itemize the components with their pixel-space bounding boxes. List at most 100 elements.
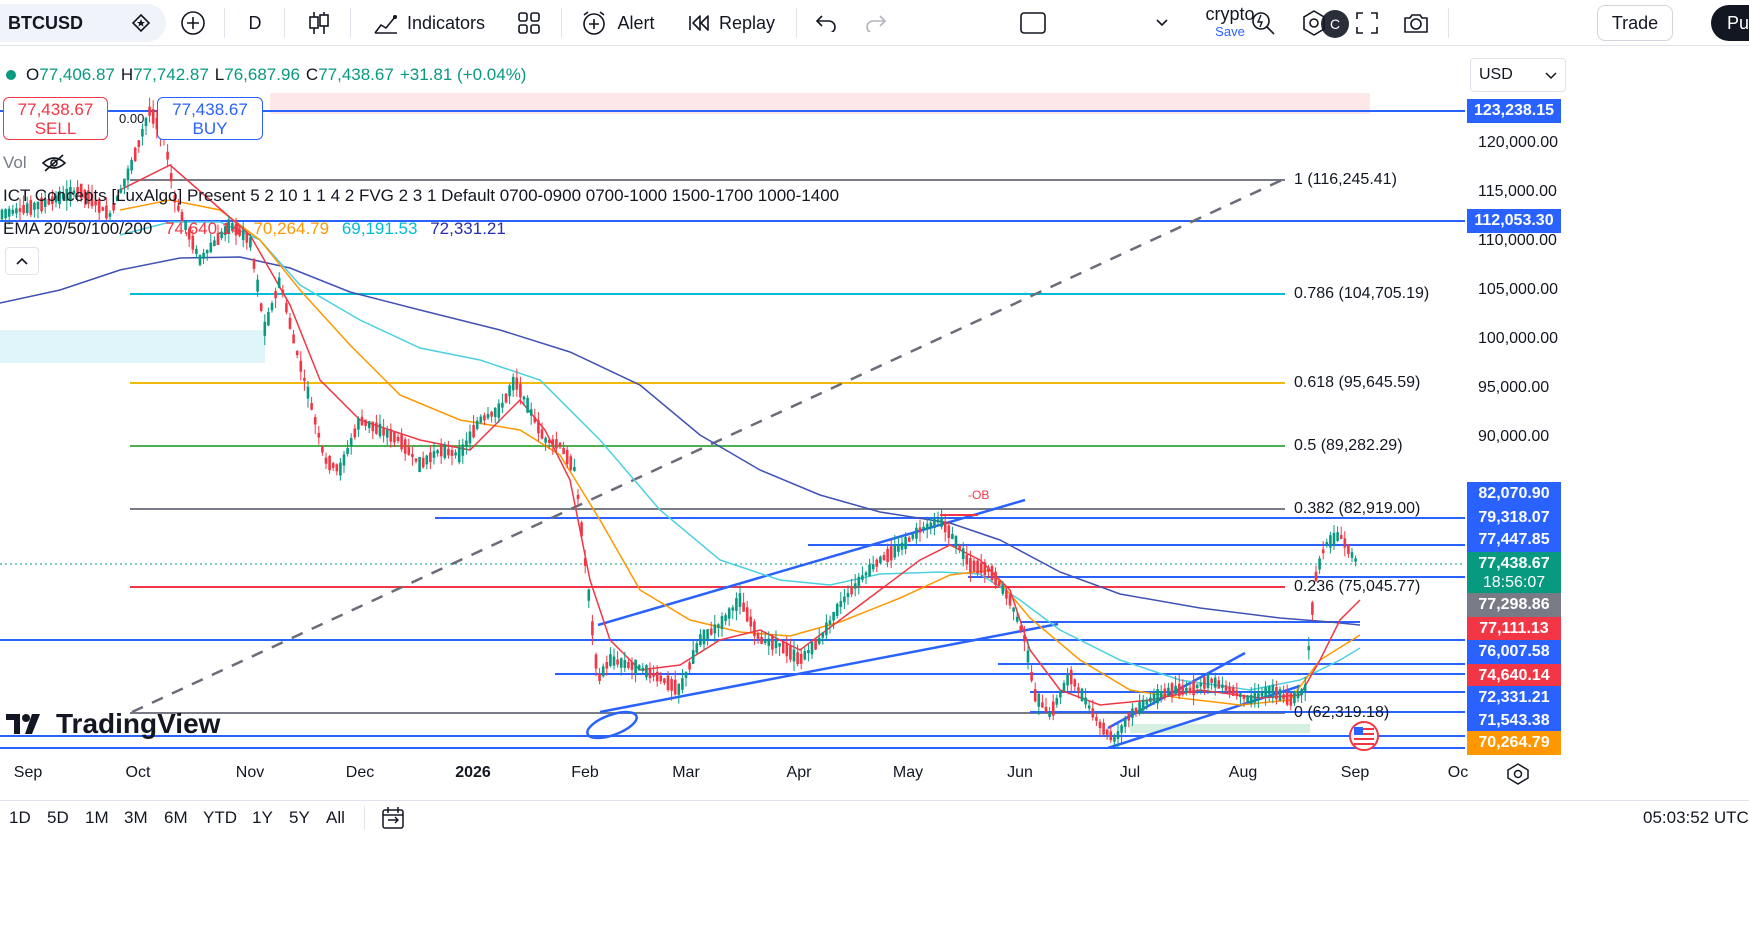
candle-body bbox=[976, 560, 979, 574]
candle-body bbox=[659, 675, 663, 682]
candle-body bbox=[997, 581, 1001, 587]
avatar[interactable]: C bbox=[1321, 10, 1349, 38]
favorite-icon[interactable] bbox=[124, 4, 158, 42]
fullscreen-icon[interactable] bbox=[1350, 0, 1384, 46]
candle-body bbox=[454, 452, 457, 456]
range-5d[interactable]: 5D bbox=[47, 808, 69, 827]
candle-body bbox=[1055, 698, 1059, 705]
range-6m[interactable]: 6M bbox=[164, 808, 188, 827]
interval-button[interactable]: D bbox=[240, 0, 270, 46]
candle-body bbox=[605, 662, 609, 669]
candle-body bbox=[29, 199, 33, 215]
candle-body bbox=[972, 560, 976, 572]
candle-body bbox=[637, 665, 641, 671]
us-flag-event-icon[interactable] bbox=[1349, 721, 1379, 751]
candle-body bbox=[1084, 697, 1087, 705]
candle-body bbox=[457, 447, 461, 463]
fib-label-0: 0 (62,319.18) bbox=[1294, 704, 1390, 721]
range-all[interactable]: All bbox=[326, 808, 345, 827]
candle-body bbox=[180, 212, 184, 222]
undo-icon[interactable] bbox=[810, 0, 842, 46]
auto-scale-settings-icon[interactable] bbox=[1506, 763, 1530, 790]
quick-search-icon[interactable] bbox=[1246, 0, 1280, 46]
candle-body bbox=[58, 191, 61, 205]
candle-body bbox=[238, 228, 241, 236]
date-range-icon[interactable] bbox=[380, 805, 406, 836]
range-5y[interactable]: 5Y bbox=[289, 808, 310, 827]
candle-body bbox=[670, 679, 673, 691]
price-tick: 105,000.00 bbox=[1478, 281, 1559, 298]
collapse-legend-button[interactable] bbox=[5, 247, 39, 275]
eye-hidden-icon[interactable] bbox=[41, 153, 67, 173]
candle-body bbox=[1012, 607, 1015, 612]
candle-body bbox=[360, 416, 364, 426]
candle-body bbox=[198, 255, 202, 265]
candle-body bbox=[267, 311, 270, 326]
candle-body bbox=[645, 665, 648, 678]
candle-body bbox=[61, 193, 65, 200]
indicators-button[interactable]: Indicators bbox=[366, 0, 492, 46]
utc-clock[interactable]: 05:03:52 UTC bbox=[1643, 808, 1749, 827]
candle-body bbox=[774, 639, 778, 649]
candle-body bbox=[342, 454, 346, 466]
candle-body bbox=[1217, 680, 1221, 689]
candle-body bbox=[1163, 688, 1167, 697]
redo-icon[interactable] bbox=[860, 0, 892, 46]
fib-label-0786: 0.786 (104,705.19) bbox=[1294, 285, 1430, 302]
candle-body bbox=[558, 442, 562, 448]
sell-button[interactable]: 77,438.67 SELL bbox=[3, 97, 108, 140]
range-1m[interactable]: 1M bbox=[85, 808, 109, 827]
time-tick: Nov bbox=[235, 764, 265, 781]
candle-body bbox=[850, 586, 853, 595]
trade-button[interactable]: Trade bbox=[1597, 5, 1673, 41]
candle-body bbox=[1213, 677, 1217, 688]
alert-button[interactable]: Alert bbox=[575, 0, 661, 46]
ict-indicator-legend[interactable]: ICT Concepts [LuxAlgo] Present 5 2 10 1 … bbox=[3, 186, 840, 205]
currency-select[interactable]: USD bbox=[1470, 58, 1566, 92]
buy-button[interactable]: 77,438.67 BUY bbox=[157, 97, 263, 140]
candle-body bbox=[1073, 679, 1077, 687]
candle-body bbox=[11, 209, 15, 214]
candle-body bbox=[468, 431, 472, 444]
candle-body bbox=[1138, 702, 1141, 714]
range-1y[interactable]: 1Y bbox=[252, 808, 273, 827]
range-3m[interactable]: 3M bbox=[124, 808, 148, 827]
range-ytd[interactable]: YTD bbox=[203, 808, 237, 827]
candle-body bbox=[1008, 594, 1012, 606]
layout-select-icon[interactable] bbox=[1016, 0, 1050, 46]
candle-body bbox=[151, 109, 155, 124]
chevron-down-icon[interactable] bbox=[1150, 0, 1174, 46]
templates-icon[interactable] bbox=[512, 0, 546, 46]
replay-button[interactable]: Replay bbox=[683, 0, 779, 46]
candle-body bbox=[1177, 683, 1181, 697]
layout-name-button[interactable]: crypto Save bbox=[1190, 5, 1270, 41]
candle-body bbox=[403, 439, 407, 454]
candle-body bbox=[929, 522, 933, 527]
publish-button[interactable]: Pu bbox=[1711, 5, 1749, 41]
candle-body bbox=[641, 667, 645, 672]
candle-body bbox=[274, 291, 277, 299]
candle-body bbox=[861, 575, 864, 580]
compare-add-icon[interactable] bbox=[175, 0, 211, 46]
candle-body bbox=[731, 607, 735, 611]
settings-icon[interactable] bbox=[1297, 0, 1331, 46]
range-1d[interactable]: 1D bbox=[9, 808, 31, 827]
camera-icon[interactable] bbox=[1399, 0, 1433, 46]
candle-body bbox=[1026, 650, 1030, 663]
ema-indicator-legend[interactable]: EMA 20/50/100/200 74,640.14 70,264.79 69… bbox=[3, 219, 514, 239]
candles-icon[interactable] bbox=[302, 0, 336, 46]
chart-canvas[interactable]: -OB bbox=[0, 50, 1465, 760]
candle-body bbox=[137, 140, 141, 147]
candle-body bbox=[249, 237, 252, 248]
candle-body bbox=[69, 186, 72, 201]
candle-body bbox=[1185, 687, 1188, 693]
tradingview-logo[interactable]: TradingView bbox=[6, 708, 220, 740]
candle-body bbox=[1293, 690, 1296, 704]
open-key: O bbox=[26, 65, 40, 84]
candle-body bbox=[1091, 708, 1095, 718]
candle-body bbox=[735, 598, 738, 611]
candle-body bbox=[472, 424, 475, 438]
candle-body bbox=[202, 252, 205, 259]
candle-body bbox=[79, 183, 83, 199]
candle-body bbox=[897, 546, 900, 552]
